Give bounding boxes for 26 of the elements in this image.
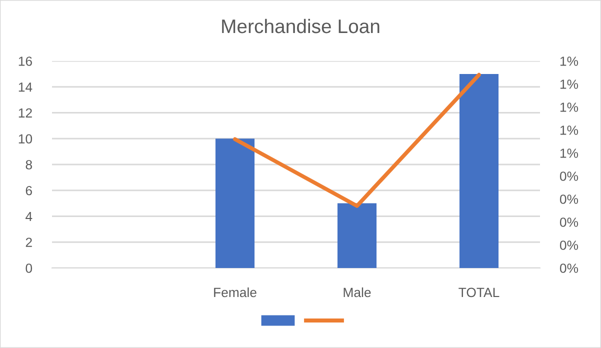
y-tick-label: 16 [18,56,32,66]
chart-title: Merchandise Loan [222,18,380,34]
y2-tick-label: 0% [560,218,578,227]
y2-tick-label: 1% [560,102,578,112]
bar [215,138,255,268]
y2-tick-label: 0% [560,194,578,204]
bar [459,74,499,268]
bar [337,203,377,268]
y2-tick-label: 0% [560,172,578,181]
x-tick-label: Male [344,287,371,298]
y-tick-label: 6 [26,186,32,196]
y2-tick-label: 1% [560,56,578,66]
y2-tick-label: 1% [560,80,578,89]
y-tick-label: 10 [18,134,32,144]
y-tick-label: 12 [18,108,32,118]
y-tick-label: 0 [26,264,32,273]
x-tick-label: TOTAL [458,288,500,298]
y2-tick-label: 0% [560,240,578,250]
y-tick-label: 8 [26,160,32,170]
y2-tick-label: 1% [560,148,578,158]
y-tick-label: 2 [26,238,32,247]
y-tick-label: 4 [26,212,32,222]
y-tick-label: 14 [18,82,32,92]
x-tick-label: Female [214,287,256,298]
y2-tick-label: 1% [560,126,578,135]
y2-tick-label: 0% [560,264,578,273]
